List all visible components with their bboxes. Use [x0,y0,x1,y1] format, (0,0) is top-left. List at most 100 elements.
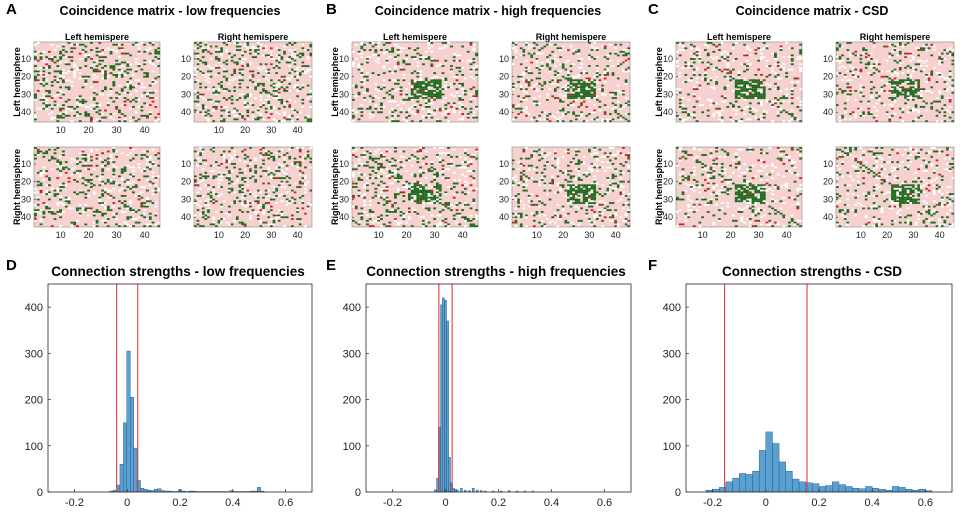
histogram-bar [158,489,161,492]
y-tick-label: 200 [663,395,681,407]
matrix-y-tick-label: 30 [21,89,31,99]
matrix-y-tick-label: 30 [339,194,349,204]
panel-title-b: Coincidence matrix - high frequencies [375,4,601,18]
matrix-x-tick-label: 20 [84,230,94,240]
y-tick-label: 300 [25,348,43,360]
histogram-bar [154,489,157,492]
x-tick-label: 0.4 [225,497,240,509]
matrix-x-tick-label: 40 [140,230,150,240]
histogram-bar [839,485,846,492]
matrix-y-tick-label: 40 [339,212,349,222]
panel-title-c: Coincidence matrix - CSD [736,4,889,18]
x-tick-label: 0 [442,497,448,509]
histogram-bar [733,478,740,492]
histogram-bar [879,489,886,492]
histogram-bar [739,474,746,492]
histogram-bar [448,457,450,492]
right-hemisphere-header: Right hemispere [860,32,931,42]
matrix-y-tick-label: 20 [499,72,509,82]
matrix-y-tick-label: 10 [181,54,191,64]
left-hemisphere-header: Left hemispere [707,32,771,42]
histogram-bar [899,487,906,492]
matrix-y-tick-label: 40 [181,212,191,222]
matrix-x-tick-label: 40 [458,230,468,240]
matrix-y-tick-label: 30 [21,194,31,204]
matrix-y-tick-label: 40 [823,212,833,222]
matrix-x-tick-label: 10 [532,230,542,240]
matrix-y-tick-label: 30 [499,89,509,99]
matrix-x-tick-label: 10 [856,230,866,240]
matrix-y-tick-label: 10 [663,159,673,169]
hist-title-e: Connection strengths - high frequencies [366,264,626,279]
histogram-bar [819,486,826,492]
matrix-y-tick-label: 10 [823,159,833,169]
x-tick-label: 0.6 [918,497,933,509]
matrix-y-tick-label: 20 [499,177,509,187]
matrix-x-tick-label: 40 [293,125,303,135]
matrix-y-tick-label: 20 [823,177,833,187]
matrix-x-tick-label: 10 [214,125,224,135]
y-tick-label: 0 [37,487,43,499]
matrix-y-tick-label: 20 [21,177,31,187]
matrix-y-tick-label: 40 [21,212,31,222]
histogram-bar [799,482,806,492]
matrix-y-tick-label: 30 [663,89,673,99]
histogram-bar [846,486,853,492]
matrix-x-tick-label: 40 [935,230,945,240]
x-tick-label: 0.6 [597,497,612,509]
panel-letter-e: E [326,257,336,274]
panel-letter-a: A [6,1,17,18]
matrix-y-tick-label: 10 [339,159,349,169]
y-tick-label: 200 [25,395,43,407]
matrix-x-tick-label: 30 [266,125,276,135]
y-tick-label: 400 [663,302,681,314]
histogram-bar [826,486,833,492]
matrix-y-tick-label: 30 [823,194,833,204]
histogram-bar [144,489,147,492]
x-tick-label: 0.4 [865,497,880,509]
matrix-y-tick-label: 10 [663,54,673,64]
histogram-bar [892,486,899,492]
matrix-y-tick-label: 20 [339,177,349,187]
hist-title-f: Connection strengths - CSD [722,264,902,279]
matrix-y-tick-label: 10 [339,54,349,64]
histogram-bar [130,397,133,492]
histogram-bar [452,488,454,492]
matrix-x-tick-label: 40 [140,125,150,135]
matrix-x-tick-label: 40 [293,230,303,240]
x-tick-label: -0.2 [703,497,722,509]
matrix-y-tick-label: 10 [823,54,833,64]
matrix-y-tick-label: 20 [663,177,673,187]
matrix-y-tick-label: 40 [823,107,833,117]
histogram-axes [48,284,312,492]
x-tick-label: 0.4 [544,497,559,509]
matrix-x-tick-label: 30 [584,230,594,240]
matrix-y-tick-label: 10 [499,159,509,169]
histogram-bar [779,462,786,492]
x-tick-label: 0.2 [811,497,826,509]
matrix-x-tick-label: 20 [558,230,568,240]
panel-letter-f: F [648,257,657,274]
left-hemisphere-header: Left hemispere [383,32,447,42]
matrix-x-tick-label: 20 [84,125,94,135]
matrix-y-tick-label: 20 [181,72,191,82]
matrix-y-tick-label: 40 [663,107,673,117]
x-tick-label: 0.6 [278,497,293,509]
panel-letter-c: C [648,1,659,18]
panel-letter-b: B [326,1,337,18]
matrix-x-tick-label: 20 [240,230,250,240]
panel-title-a: Coincidence matrix - low frequencies [60,4,281,18]
